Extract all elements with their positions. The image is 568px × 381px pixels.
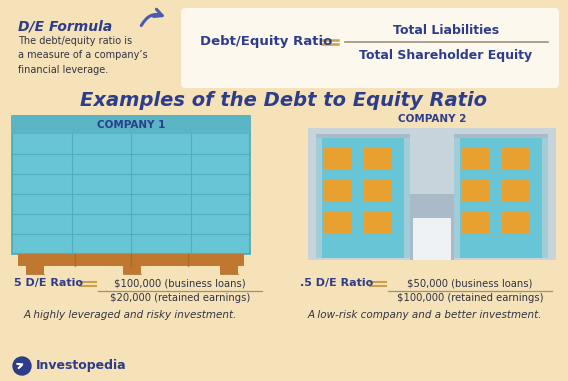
Text: Total Shareholder Equity: Total Shareholder Equity: [360, 50, 533, 62]
Text: D/E Formula: D/E Formula: [18, 20, 112, 34]
Bar: [308, 128, 556, 260]
Bar: [502, 180, 530, 202]
Bar: [404, 136, 410, 258]
Text: $100,000 (business loans): $100,000 (business loans): [114, 278, 246, 288]
Bar: [462, 148, 490, 170]
Text: Investopedia: Investopedia: [36, 360, 127, 373]
Bar: [12, 116, 250, 134]
Text: Debt/Equity Ratio: Debt/Equity Ratio: [200, 35, 332, 48]
Bar: [123, 266, 141, 274]
Bar: [364, 212, 392, 234]
Bar: [364, 180, 392, 202]
Bar: [316, 136, 410, 258]
Text: A low-risk company and a better investment.: A low-risk company and a better investme…: [308, 310, 542, 320]
Bar: [324, 180, 352, 202]
Text: Examples of the Debt to Equity Ratio: Examples of the Debt to Equity Ratio: [81, 91, 487, 109]
Bar: [542, 136, 548, 258]
Bar: [454, 134, 548, 138]
Text: COMPANY 1: COMPANY 1: [97, 120, 165, 130]
FancyBboxPatch shape: [181, 8, 559, 88]
Bar: [324, 212, 352, 234]
Bar: [454, 136, 548, 258]
Text: A highly leveraged and risky investment.: A highly leveraged and risky investment.: [23, 310, 237, 320]
Text: COMPANY 2: COMPANY 2: [398, 114, 466, 124]
Circle shape: [13, 357, 31, 375]
Bar: [26, 266, 44, 274]
Bar: [324, 148, 352, 170]
Bar: [413, 218, 451, 260]
Bar: [462, 212, 490, 234]
Bar: [316, 134, 410, 138]
Bar: [220, 266, 238, 274]
Text: $100,000 (retained earnings): $100,000 (retained earnings): [397, 293, 543, 303]
Text: $20,000 (retained earnings): $20,000 (retained earnings): [110, 293, 250, 303]
Text: 5 D/E Ratio: 5 D/E Ratio: [14, 278, 83, 288]
Bar: [364, 148, 392, 170]
Bar: [502, 212, 530, 234]
Bar: [18, 254, 244, 266]
Bar: [454, 136, 460, 258]
Text: $50,000 (business loans): $50,000 (business loans): [407, 278, 533, 288]
Text: .5 D/E Ratio: .5 D/E Ratio: [300, 278, 373, 288]
Bar: [12, 116, 250, 254]
Text: The debt/equity ratio is
a measure of a company’s
financial leverage.: The debt/equity ratio is a measure of a …: [18, 36, 148, 75]
Bar: [462, 180, 490, 202]
Bar: [502, 148, 530, 170]
Text: Total Liabilities: Total Liabilities: [393, 24, 499, 37]
Bar: [410, 194, 454, 260]
Bar: [316, 136, 322, 258]
